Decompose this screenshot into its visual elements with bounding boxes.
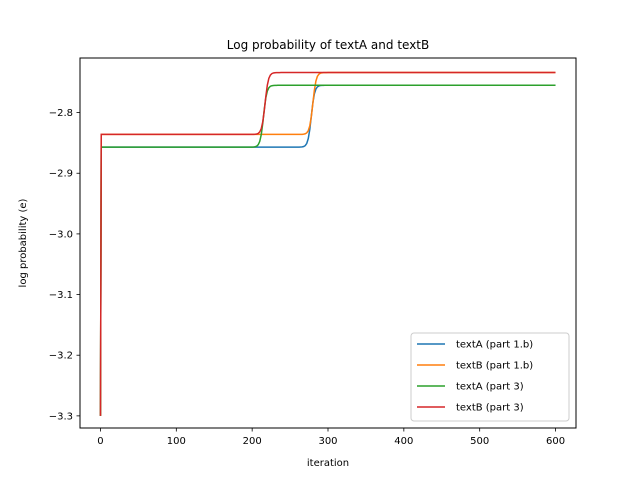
y-tick-label: −2.9 bbox=[49, 169, 73, 180]
plot-area bbox=[79, 57, 577, 429]
x-axis-ticks: 0 100 200 300 400 500 600 bbox=[97, 428, 565, 447]
series-line-4 bbox=[99, 71, 556, 416]
series-line-3 bbox=[99, 84, 556, 416]
y-tick-label: −3.3 bbox=[49, 411, 73, 422]
y-tick-label: −3.0 bbox=[49, 229, 73, 240]
x-tick-label: 300 bbox=[318, 436, 337, 447]
legend-label: textB (part 1.b) bbox=[456, 361, 533, 372]
legend-label: textA (part 1.b) bbox=[456, 340, 533, 351]
x-tick-label: 400 bbox=[394, 436, 413, 447]
x-tick-label: 100 bbox=[167, 436, 186, 447]
x-tick-label: 600 bbox=[546, 436, 565, 447]
x-tick-label: 500 bbox=[470, 436, 489, 447]
y-tick-label: −2.8 bbox=[49, 108, 73, 119]
x-axis-label: iteration bbox=[307, 458, 349, 469]
x-tick-label: 0 bbox=[97, 436, 103, 447]
y-axis-ticks: −3.3 −3.2 −3.1 −3.0 −2.9 −2.8 bbox=[49, 108, 80, 422]
legend: textA (part 1.b) textB (part 1.b) textA (p… bbox=[410, 332, 570, 422]
y-axis-label: log probability (e) bbox=[18, 198, 29, 287]
chart-title: Log probability of textA and textB bbox=[227, 38, 429, 52]
legend-label: textA (part 3) bbox=[456, 382, 524, 393]
x-tick-label: 200 bbox=[243, 436, 262, 447]
series-layer bbox=[99, 71, 556, 416]
legend-label: textB (part 3) bbox=[456, 403, 524, 414]
legend-box bbox=[410, 332, 570, 422]
y-tick-label: −3.2 bbox=[49, 351, 73, 362]
y-tick-label: −3.1 bbox=[49, 290, 73, 301]
